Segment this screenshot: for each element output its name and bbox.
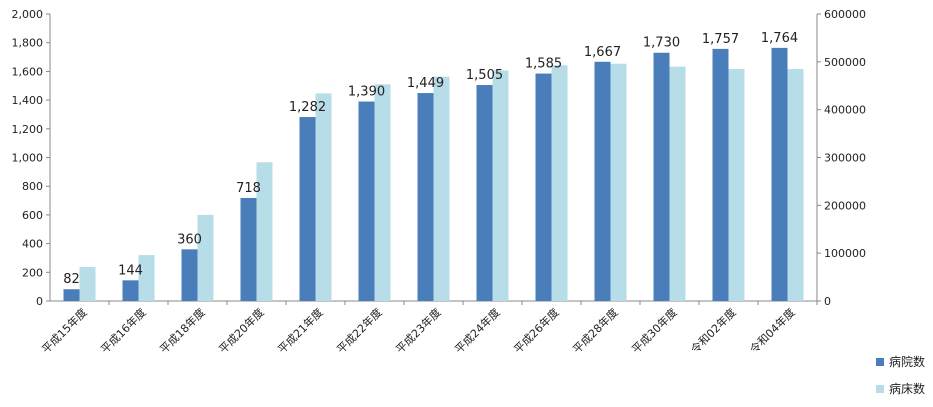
y-right-tick-label: 400000: [824, 104, 866, 117]
category-label: 平成18年度: [157, 305, 208, 356]
y-left-tick-label: 1,200: [12, 123, 44, 136]
bar-beds: [551, 65, 568, 301]
bar-hospitals: [476, 85, 493, 301]
y-left-tick-label: 1,600: [12, 65, 44, 78]
bar-beds: [433, 76, 450, 301]
y-right-tick-label: 200000: [824, 199, 866, 212]
y-left-tick-label: 400: [22, 238, 43, 251]
bar-beds: [610, 63, 627, 301]
category-label: 平成24年度: [452, 305, 503, 356]
y-left-tick-label: 1,800: [12, 37, 44, 50]
category-label: 平成20年度: [216, 305, 267, 356]
data-label-hospitals: 144: [118, 263, 143, 278]
bars: [63, 47, 804, 302]
bar-hospitals: [535, 73, 552, 302]
legend-label: 病院数: [889, 354, 925, 369]
category-label: 平成30年度: [629, 305, 680, 356]
bar-beds: [669, 66, 686, 301]
bar-hospitals: [712, 48, 729, 301]
y-right-tick-label: 0: [824, 295, 831, 308]
bar-hospitals: [299, 117, 316, 302]
bar-beds: [374, 84, 391, 301]
bar-beds: [256, 162, 273, 301]
data-label-hospitals: 1,282: [289, 100, 326, 115]
data-label-hospitals: 1,585: [525, 57, 562, 72]
bar-beds: [197, 214, 214, 301]
category-label: 平成22年度: [334, 305, 385, 356]
bar-hospitals: [358, 101, 375, 301]
bar-beds: [315, 93, 332, 301]
axes: 0 200 400 600 800 1,000 1,200 1,400 1,600 1,800 2,…: [12, 8, 867, 308]
category-label: 平成28年度: [570, 305, 621, 356]
y-left-tick-label: 200: [22, 266, 43, 279]
data-label-hospitals: 1,667: [584, 45, 621, 60]
y-left-tick-label: 800: [22, 180, 43, 193]
category-label: 平成16年度: [98, 305, 149, 356]
bar-hospitals: [240, 197, 257, 301]
data-label-hospitals: 1,764: [761, 31, 798, 46]
bar-hospitals: [122, 280, 139, 301]
data-label-hospitals: 718: [236, 181, 261, 196]
bar-beds: [138, 255, 155, 301]
bar-beds: [787, 69, 804, 301]
category-label: 平成26年度: [511, 305, 562, 356]
legend-swatch: [876, 385, 884, 393]
category-label: 令和04年度: [747, 305, 798, 356]
bar-hospitals: [63, 289, 80, 301]
bar-hospitals: [594, 61, 611, 302]
data-label-hospitals: 1,730: [643, 36, 680, 51]
bar-beds: [79, 267, 96, 301]
data-label-hospitals: 1,757: [702, 32, 739, 47]
data-label-hospitals: 82: [63, 272, 80, 287]
bar-beds: [728, 69, 745, 301]
y-left-tick-label: 0: [36, 295, 43, 308]
category-label: 平成15年度: [39, 305, 90, 356]
y-right-tick-label: 500000: [824, 56, 866, 69]
data-label-hospitals: 1,390: [348, 85, 385, 100]
data-label-hospitals: 1,449: [407, 76, 444, 91]
y-right-tick-label: 300000: [824, 152, 866, 165]
legend-swatch: [876, 358, 884, 366]
y-left-tick-label: 2,000: [12, 8, 44, 21]
bar-hospitals: [653, 52, 670, 302]
y-left-tick-label: 1,400: [12, 94, 44, 107]
bar-hospitals: [771, 47, 788, 302]
data-label-hospitals: 1,505: [466, 68, 503, 83]
category-label: 平成21年度: [275, 305, 326, 356]
legend-label: 病床数: [889, 381, 925, 396]
category-labels: 平成15年度 平成16年度 平成18年度 平成20年度 平成21年度 平成22年度 平成23…: [39, 305, 798, 356]
y-right-tick-label: 600000: [824, 8, 866, 21]
data-label-hospitals: 360: [177, 232, 202, 247]
category-label: 令和02年度: [688, 305, 739, 356]
bar-hospitals: [181, 249, 198, 301]
y-left-tick-label: 1,000: [12, 152, 44, 165]
y-right-tick-label: 100000: [824, 247, 866, 260]
data-labels: 82 144 360 718 1,282 1,390 1,449 1,505 1,585 1,66…: [63, 31, 798, 287]
category-label: 平成23年度: [393, 305, 444, 356]
bar-beds: [492, 70, 509, 302]
y-left-tick-label: 600: [22, 209, 43, 222]
bar-hospitals: [417, 93, 434, 301]
